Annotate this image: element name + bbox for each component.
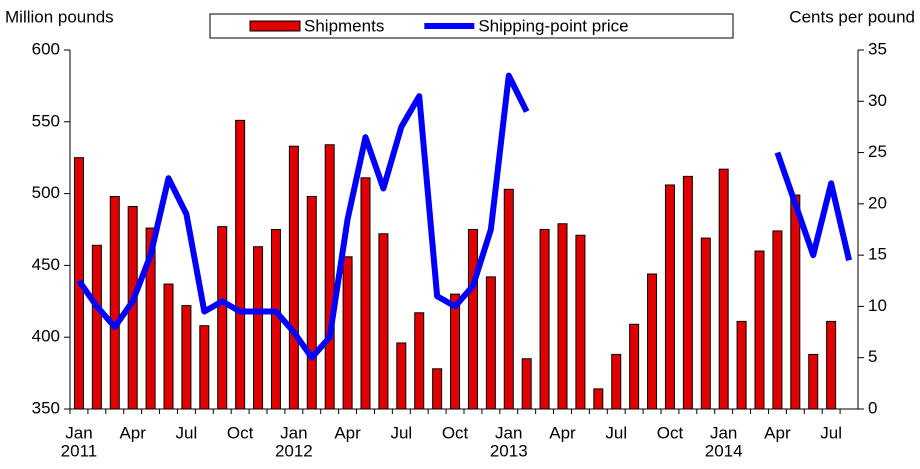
y2-axis-title: Cents per pound <box>789 7 915 26</box>
legend-label: Shipping-point price <box>478 16 628 35</box>
bar <box>790 194 801 410</box>
bar <box>664 184 675 410</box>
bar <box>700 237 711 410</box>
bar <box>342 256 353 410</box>
bar <box>575 234 586 410</box>
year-label: 2012 <box>275 441 313 460</box>
bar <box>91 244 102 410</box>
bar <box>432 368 443 410</box>
x-tick-label: Apr <box>334 423 361 442</box>
year-label: 2014 <box>705 441 743 460</box>
year-label: 2011 <box>61 441 98 460</box>
y-tick-label: 450 <box>32 255 60 274</box>
x-tick-label: Apr <box>764 423 791 442</box>
bar <box>682 175 693 410</box>
bar <box>253 246 264 410</box>
bar <box>414 312 425 410</box>
bar <box>611 353 622 410</box>
bar <box>718 168 729 410</box>
y-tick-label: 600 <box>32 39 60 58</box>
y2-tick-label: 20 <box>868 193 887 212</box>
x-tick-label: Oct <box>442 423 469 442</box>
bar <box>396 342 407 410</box>
bar <box>181 305 192 410</box>
x-tick-label: Oct <box>227 423 254 442</box>
x-tick-label: Apr <box>549 423 576 442</box>
bar <box>629 323 640 410</box>
y2-tick-label: 15 <box>868 245 887 264</box>
y-axis-title: Million pounds <box>5 7 114 26</box>
x-tick-label: Oct <box>657 423 684 442</box>
y-tick-label: 350 <box>32 398 60 417</box>
bar <box>360 177 371 410</box>
y2-tick-label: 0 <box>868 398 877 417</box>
bar <box>235 119 246 410</box>
x-tick-label: Jan <box>710 423 737 442</box>
bar <box>754 250 765 410</box>
bar <box>199 325 210 410</box>
x-tick-label: Jul <box>176 423 198 442</box>
x-tick-label: Jan <box>65 423 92 442</box>
bar <box>288 145 299 410</box>
x-tick-label: Jul <box>390 423 412 442</box>
bar <box>378 233 389 410</box>
legend-swatch <box>249 20 301 32</box>
y-tick-label: 400 <box>32 327 60 346</box>
bar <box>808 353 819 410</box>
x-tick-label: Apr <box>119 423 146 442</box>
price-line <box>774 151 852 261</box>
bar <box>306 195 317 410</box>
y2-tick-label: 30 <box>868 91 887 110</box>
bar <box>772 230 783 410</box>
y2-tick-label: 35 <box>868 39 887 58</box>
bar <box>539 229 550 410</box>
bar <box>593 388 604 410</box>
bar <box>109 195 120 410</box>
y2-tick-label: 25 <box>868 142 887 161</box>
bar <box>647 273 658 410</box>
x-tick-label: Jul <box>820 423 842 442</box>
y2-tick-label: 10 <box>868 296 887 315</box>
bar <box>736 320 747 410</box>
bar <box>557 223 568 410</box>
legend-label: Shipments <box>304 16 384 35</box>
bar <box>521 358 532 410</box>
bar <box>467 229 478 410</box>
year-label: 2013 <box>490 441 528 460</box>
bar <box>163 283 174 410</box>
bar <box>503 188 514 410</box>
bar <box>450 293 461 410</box>
x-tick-label: Jul <box>605 423 627 442</box>
x-tick-label: Jan <box>495 423 522 442</box>
bar <box>324 144 335 410</box>
bar <box>217 226 228 410</box>
y-tick-label: 500 <box>32 183 60 202</box>
x-tick-label: Jan <box>280 423 307 442</box>
y2-tick-label: 5 <box>868 347 877 366</box>
price-line <box>76 72 530 361</box>
y-tick-label: 550 <box>32 111 60 130</box>
bar <box>826 320 837 410</box>
bar <box>485 276 496 410</box>
